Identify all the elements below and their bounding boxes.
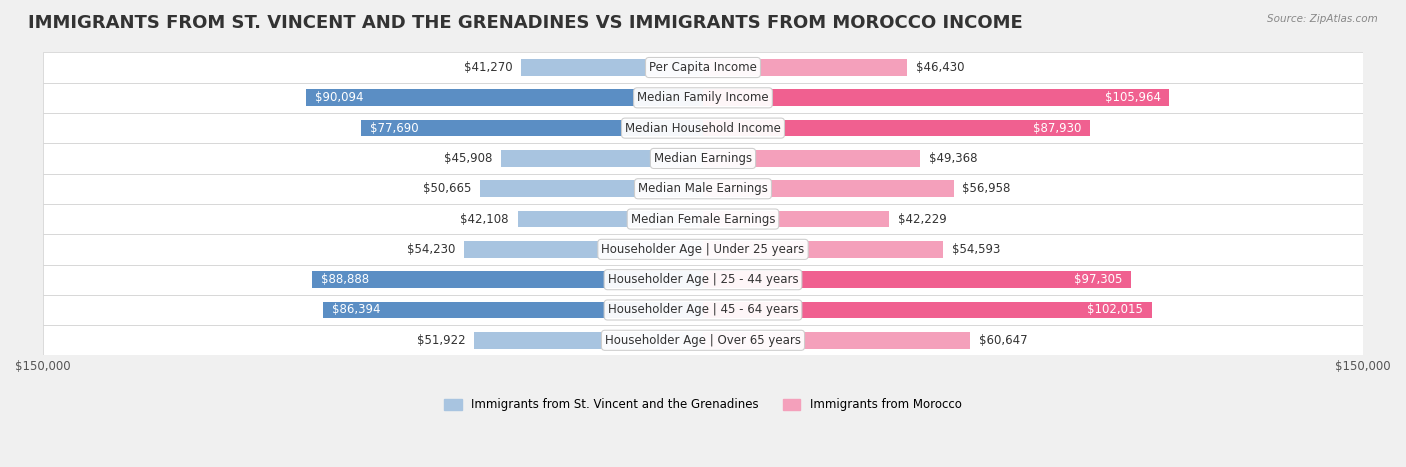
FancyBboxPatch shape <box>42 83 1364 113</box>
Text: $97,305: $97,305 <box>1074 273 1122 286</box>
Text: $54,593: $54,593 <box>952 243 1001 256</box>
Text: $60,647: $60,647 <box>979 334 1028 347</box>
Text: $87,930: $87,930 <box>1033 121 1081 134</box>
Text: Median Household Income: Median Household Income <box>626 121 780 134</box>
Text: $50,665: $50,665 <box>423 182 471 195</box>
Text: Householder Age | 25 - 44 years: Householder Age | 25 - 44 years <box>607 273 799 286</box>
Text: Householder Age | Over 65 years: Householder Age | Over 65 years <box>605 334 801 347</box>
Text: Median Male Earnings: Median Male Earnings <box>638 182 768 195</box>
FancyBboxPatch shape <box>42 234 1364 264</box>
FancyBboxPatch shape <box>42 204 1364 234</box>
Bar <box>323 302 703 318</box>
Text: Median Family Income: Median Family Income <box>637 92 769 104</box>
Bar <box>522 59 703 76</box>
Text: $105,964: $105,964 <box>1105 92 1160 104</box>
Bar <box>703 150 921 167</box>
Bar <box>361 120 703 136</box>
Text: $77,690: $77,690 <box>370 121 419 134</box>
Bar <box>703 59 907 76</box>
Bar <box>479 180 703 197</box>
Text: Per Capita Income: Per Capita Income <box>650 61 756 74</box>
Bar <box>703 271 1132 288</box>
Text: $90,094: $90,094 <box>315 92 364 104</box>
Legend: Immigrants from St. Vincent and the Grenadines, Immigrants from Morocco: Immigrants from St. Vincent and the Gren… <box>440 394 966 416</box>
Bar <box>307 90 703 106</box>
Bar <box>464 241 703 258</box>
Text: $42,229: $42,229 <box>897 212 946 226</box>
Bar <box>703 90 1170 106</box>
Text: $49,368: $49,368 <box>929 152 977 165</box>
Text: $54,230: $54,230 <box>408 243 456 256</box>
FancyBboxPatch shape <box>42 174 1364 204</box>
Text: $88,888: $88,888 <box>321 273 368 286</box>
Text: IMMIGRANTS FROM ST. VINCENT AND THE GRENADINES VS IMMIGRANTS FROM MOROCCO INCOME: IMMIGRANTS FROM ST. VINCENT AND THE GREN… <box>28 14 1024 32</box>
Text: $46,430: $46,430 <box>917 61 965 74</box>
FancyBboxPatch shape <box>42 325 1364 355</box>
FancyBboxPatch shape <box>42 295 1364 325</box>
FancyBboxPatch shape <box>42 264 1364 295</box>
Text: Source: ZipAtlas.com: Source: ZipAtlas.com <box>1267 14 1378 24</box>
Text: $42,108: $42,108 <box>460 212 509 226</box>
Text: Householder Age | 45 - 64 years: Householder Age | 45 - 64 years <box>607 304 799 317</box>
Text: $102,015: $102,015 <box>1087 304 1143 317</box>
Text: $51,922: $51,922 <box>418 334 465 347</box>
Bar <box>703 302 1152 318</box>
Text: Median Female Earnings: Median Female Earnings <box>631 212 775 226</box>
Bar <box>703 211 889 227</box>
FancyBboxPatch shape <box>42 113 1364 143</box>
Text: $56,958: $56,958 <box>963 182 1011 195</box>
Text: $86,394: $86,394 <box>332 304 380 317</box>
Bar <box>703 241 943 258</box>
FancyBboxPatch shape <box>42 52 1364 83</box>
Text: Householder Age | Under 25 years: Householder Age | Under 25 years <box>602 243 804 256</box>
Bar <box>703 332 970 349</box>
Text: $41,270: $41,270 <box>464 61 513 74</box>
FancyBboxPatch shape <box>42 143 1364 174</box>
Bar <box>312 271 703 288</box>
Text: $45,908: $45,908 <box>444 152 492 165</box>
Bar <box>517 211 703 227</box>
Bar <box>501 150 703 167</box>
Bar <box>703 120 1090 136</box>
Bar <box>474 332 703 349</box>
Text: Median Earnings: Median Earnings <box>654 152 752 165</box>
Bar <box>703 180 953 197</box>
